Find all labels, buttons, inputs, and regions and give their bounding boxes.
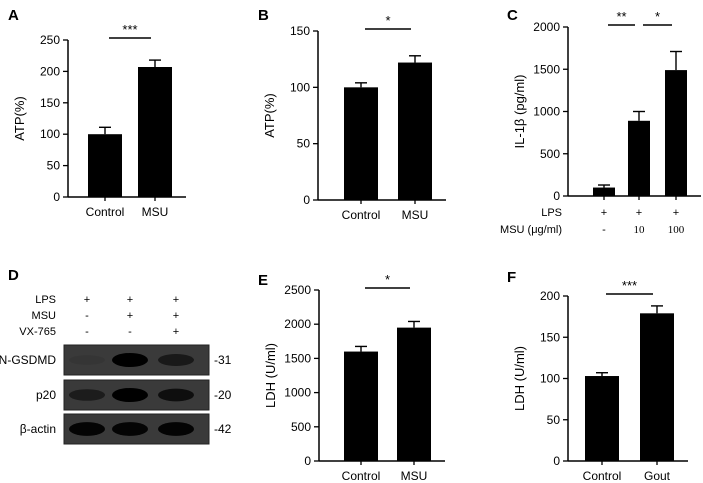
- panel-a-ytick-label: 200: [40, 64, 60, 78]
- panel-b-ytick-label: 50: [297, 137, 311, 151]
- panel-f-significance-label: ***: [622, 278, 637, 293]
- panel-c-ytick-label: 2000: [533, 20, 560, 34]
- blot-band: [158, 354, 194, 366]
- panel-c-condition-value: +: [601, 207, 607, 219]
- panel-f-bar: [585, 376, 619, 461]
- panel-a-ytick-label: 100: [40, 127, 60, 141]
- panel-e-ytick-label: 1500: [284, 351, 311, 365]
- panel-c-ytick-label: 1000: [533, 105, 560, 119]
- panel-c-condition-value: +: [636, 207, 642, 219]
- panel-c-significance-label: **: [616, 9, 626, 24]
- panel-c-bar: [593, 187, 615, 196]
- panel-c-condition-value: +: [673, 207, 679, 219]
- panel-a-ytick-label: 50: [47, 159, 61, 173]
- panel-e-significance-label: *: [385, 272, 390, 287]
- blot-condition-value: -: [85, 326, 89, 338]
- panel-a-label: A: [8, 7, 19, 24]
- blot-condition-value: +: [173, 326, 179, 338]
- panel-b-y-axis-label: ATP(%): [262, 93, 277, 138]
- blot-condition-value: +: [173, 310, 179, 322]
- blot-condition-value: -: [85, 310, 89, 322]
- panel-b-label: B: [258, 7, 269, 24]
- panel-b-ytick-label: 0: [303, 193, 310, 207]
- panel-c-condition-label: LPS: [541, 207, 562, 219]
- panel-f-ytick-label: 150: [540, 330, 560, 344]
- panel-f-label: F: [507, 269, 516, 286]
- panel-e-label: E: [258, 272, 268, 289]
- blot-size-label: -42: [214, 422, 232, 436]
- panel-e-ytick-label: 2500: [284, 283, 311, 297]
- blot-band: [69, 355, 105, 365]
- panel-c-condition-value: 10: [634, 224, 646, 236]
- blot-condition-label: VX-765: [19, 326, 56, 338]
- blot-row-label: β-actin: [20, 422, 56, 436]
- panel-e-ytick-label: 500: [291, 420, 311, 434]
- panel-f-ytick-label: 100: [540, 372, 560, 386]
- panel-b-significance-label: *: [385, 13, 390, 28]
- panel-d-label: D: [8, 267, 19, 284]
- panel-a-bar: [88, 134, 122, 197]
- panel-b-ytick-label: 150: [290, 24, 310, 38]
- panel-f-ytick-label: 0: [553, 454, 560, 468]
- blot-condition-value: +: [127, 294, 133, 306]
- panel-f-ytick-label: 200: [540, 289, 560, 303]
- panel-e-category-label: MSU: [401, 469, 428, 483]
- panel-a-category-label: MSU: [142, 205, 169, 219]
- blot-band: [69, 422, 105, 436]
- blot-band: [158, 422, 194, 436]
- blot-band: [158, 388, 194, 402]
- blot-row-label: p20: [36, 388, 56, 402]
- panel-e-bar: [344, 351, 378, 461]
- panel-c-y-axis-label: IL-1β (pg/ml): [512, 75, 527, 149]
- panel-b-category-label: MSU: [402, 208, 429, 222]
- blot-size-label: -20: [214, 388, 232, 402]
- panel-b-bar: [344, 87, 378, 200]
- panel-c-ytick-label: 1500: [533, 62, 560, 76]
- panel-c-bar: [628, 120, 650, 196]
- blot-band: [112, 388, 148, 402]
- panel-e-category-label: Control: [342, 469, 381, 483]
- panel-e-y-axis-label: LDH (U/ml): [263, 343, 278, 408]
- panel-f-ytick-label: 50: [547, 413, 561, 427]
- panel-a-category-label: Control: [86, 205, 125, 219]
- panel-b-category-label: Control: [342, 208, 381, 222]
- panel-a-ytick-label: 250: [40, 33, 60, 47]
- blot-condition-value: +: [127, 310, 133, 322]
- blot-band: [69, 389, 105, 401]
- panel-a-ytick-label: 150: [40, 96, 60, 110]
- panel-e-ytick-label: 1000: [284, 386, 311, 400]
- blot-size-label: -31: [214, 353, 232, 367]
- blot-condition-value: -: [128, 326, 132, 338]
- blot-condition-label: LPS: [35, 294, 56, 306]
- blot-condition-value: +: [84, 294, 90, 306]
- panel-f-category-label: Gout: [644, 469, 671, 483]
- panel-c-condition-label: MSU (μg/ml): [500, 224, 562, 236]
- panel-f-bar: [640, 313, 674, 461]
- panel-c-bar: [665, 70, 687, 196]
- panel-c-label: C: [507, 7, 518, 24]
- panel-c-condition-value: -: [602, 224, 606, 236]
- blot-condition-label: MSU: [32, 310, 57, 322]
- panel-b-bar: [398, 62, 432, 201]
- panel-e-ytick-label: 0: [304, 454, 311, 468]
- panel-c-ytick-label: 500: [540, 147, 560, 161]
- panel-a-y-axis-label: ATP(%): [12, 96, 27, 141]
- panel-a-ytick-label: 0: [53, 190, 60, 204]
- blot-condition-value: +: [173, 294, 179, 306]
- panel-f-y-axis-label: LDH (U/ml): [512, 346, 527, 411]
- blot-row-label: N-GSDMD: [0, 353, 56, 367]
- panel-a-significance-label: ***: [122, 22, 137, 37]
- panel-e-bar: [397, 327, 431, 461]
- blot-band: [112, 353, 148, 367]
- panel-b-ytick-label: 100: [290, 80, 310, 94]
- panel-a-bar: [138, 67, 172, 197]
- panel-e-ytick-label: 2000: [284, 317, 311, 331]
- blot-band: [112, 422, 148, 436]
- panel-f-category-label: Control: [583, 469, 622, 483]
- panel-c-significance-label: *: [655, 9, 660, 24]
- panel-c-condition-value: 100: [668, 224, 685, 236]
- panel-c-ytick-label: 0: [553, 189, 560, 203]
